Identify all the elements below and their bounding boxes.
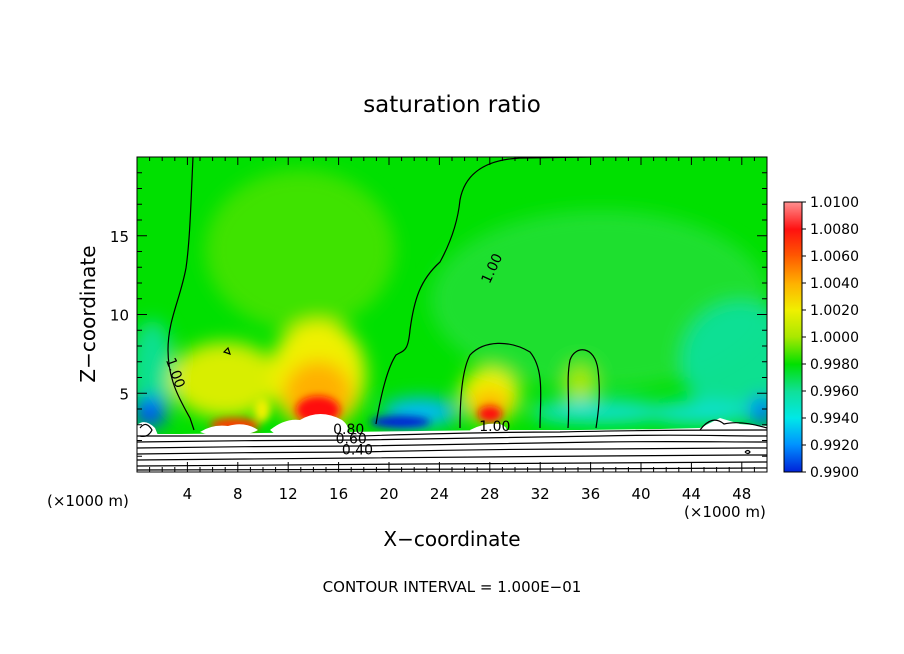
x-tick-label: 12 [279, 485, 298, 503]
y-axis: 5 10 15 [110, 172, 767, 457]
field-blobs [137, 170, 767, 430]
colorbar-label: 0.9940 [810, 411, 859, 427]
x-tick-label: 36 [581, 485, 600, 503]
y-tick-label: 10 [110, 307, 129, 325]
colorbar-band [784, 202, 802, 230]
white-region [270, 414, 348, 434]
colorbar-label: 0.9920 [810, 438, 859, 454]
saturation-field [137, 157, 767, 472]
y-axis-label: Z−coordinate [76, 245, 100, 382]
white-region [200, 424, 258, 436]
x-tick-label: 28 [480, 485, 499, 503]
colorbar-band [784, 310, 802, 338]
x-tick-label: 44 [682, 485, 701, 503]
contour-label: 0.80 [333, 422, 364, 438]
contour-label: 1.00 [479, 419, 510, 435]
colorbar-band [784, 337, 802, 365]
colorbar-band [784, 418, 802, 446]
colorbar-label: 1.0080 [810, 222, 859, 238]
contour-label: 0.60 [336, 432, 367, 448]
colorbar-label: 1.0060 [810, 249, 859, 265]
colorbar-band [784, 229, 802, 257]
colorbar-label: 1.0000 [810, 330, 859, 346]
chart-title: saturation ratio [363, 92, 541, 118]
x-tick-label: 40 [631, 485, 650, 503]
colorbar-label: 0.9980 [810, 357, 859, 373]
x-axis: 4 8 12 16 20 24 28 32 36 40 44 48 [149, 157, 755, 503]
y-tick-label: 5 [119, 385, 129, 403]
colorbar-band [784, 256, 802, 284]
x-axis-label: X−coordinate [383, 527, 520, 551]
contour-lines [137, 157, 767, 471]
x-tick-label: 16 [329, 485, 348, 503]
x-tick-label: 48 [732, 485, 751, 503]
x-tick-label: 8 [233, 485, 243, 503]
x-tick-label: 24 [430, 485, 449, 503]
colorbar-label: 1.0100 [810, 195, 859, 211]
contour-interval-note: CONTOUR INTERVAL = 1.000E−01 [323, 578, 582, 596]
x-tick-label: 32 [531, 485, 550, 503]
colorbar-label: 1.0020 [810, 303, 859, 319]
x-unit-right: (×1000 m) [684, 503, 766, 521]
x-tick-label: 4 [183, 485, 193, 503]
colorbar-band [784, 391, 802, 419]
colorbar-label: 1.0040 [810, 276, 859, 292]
x-tick-label: 20 [379, 485, 398, 503]
colorbar-label: 0.9900 [810, 465, 859, 481]
x-unit-left: (×1000 m) [47, 492, 129, 510]
colorbar-label: 0.9960 [810, 384, 859, 400]
colorbar-band [784, 364, 802, 392]
y-tick-label: 15 [110, 228, 129, 246]
contour-label: 0.40 [342, 443, 373, 459]
colorbar-band [784, 283, 802, 311]
colorbar: 1.0100 1.0080 1.0060 1.0040 1.0020 1.0000 0.99… [783, 195, 859, 481]
colorbar-band [784, 445, 802, 473]
